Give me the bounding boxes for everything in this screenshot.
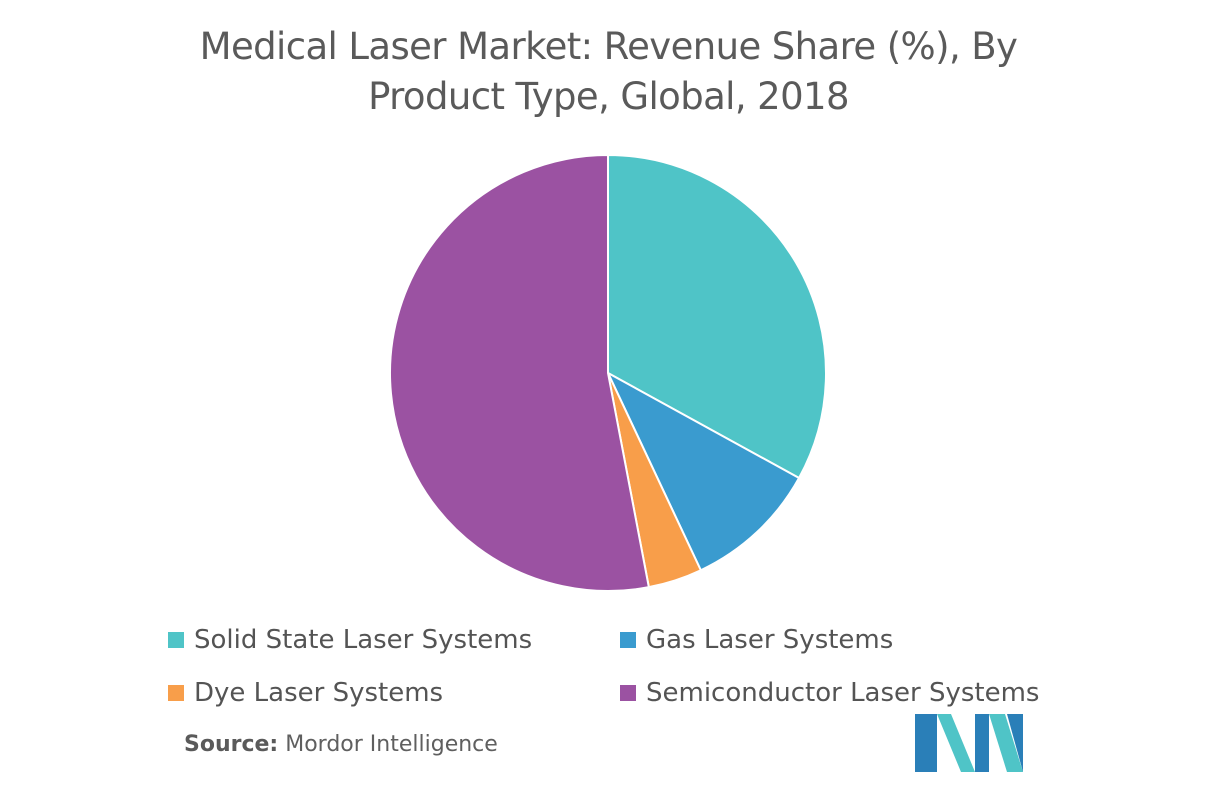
pie-slices <box>389 153 827 592</box>
logo-shape-2 <box>937 714 975 772</box>
legend-swatch-solid-state <box>168 632 184 648</box>
legend-label-dye: Dye Laser Systems <box>194 678 444 708</box>
mordor-intelligence-logo-icon <box>915 714 1023 772</box>
pie-slice-gas-laser-systems <box>605 370 801 572</box>
pie-slice-solid-state-laser-systems <box>607 153 827 480</box>
legend-item-dye: Dye Laser Systems <box>168 673 443 713</box>
legend-swatch-dye <box>168 685 184 701</box>
chart-title-line-2: Product Type, Global, 2018 <box>368 75 849 118</box>
legend-item-solid-state: Solid State Laser Systems <box>168 620 532 660</box>
legend-label-semiconductor: Semiconductor Laser Systems <box>646 678 1040 708</box>
chart-title: Medical Laser Market: Revenue Share (%),… <box>0 22 1217 122</box>
legend-swatch-semiconductor <box>620 685 636 701</box>
legend-swatch-gas <box>620 632 636 648</box>
source-note: Source: Mordor Intelligence <box>184 732 498 757</box>
source-value: Mordor Intelligence <box>285 732 498 757</box>
legend-item-gas: Gas Laser Systems <box>620 620 893 660</box>
legend-label-gas: Gas Laser Systems <box>646 625 894 655</box>
source-label: Source: <box>184 732 279 757</box>
logo-shape-1 <box>915 714 937 772</box>
legend-label-solid-state: Solid State Laser Systems <box>194 625 533 655</box>
logo-shape-3 <box>975 714 989 772</box>
legend-item-semiconductor: Semiconductor Laser Systems <box>620 673 1039 713</box>
pie-slice-semiconductor-laser-systems <box>389 153 651 592</box>
logo-shape-4 <box>989 714 1023 772</box>
chart-title-line-1: Medical Laser Market: Revenue Share (%),… <box>199 25 1018 68</box>
logo-shape-5 <box>1007 714 1023 772</box>
